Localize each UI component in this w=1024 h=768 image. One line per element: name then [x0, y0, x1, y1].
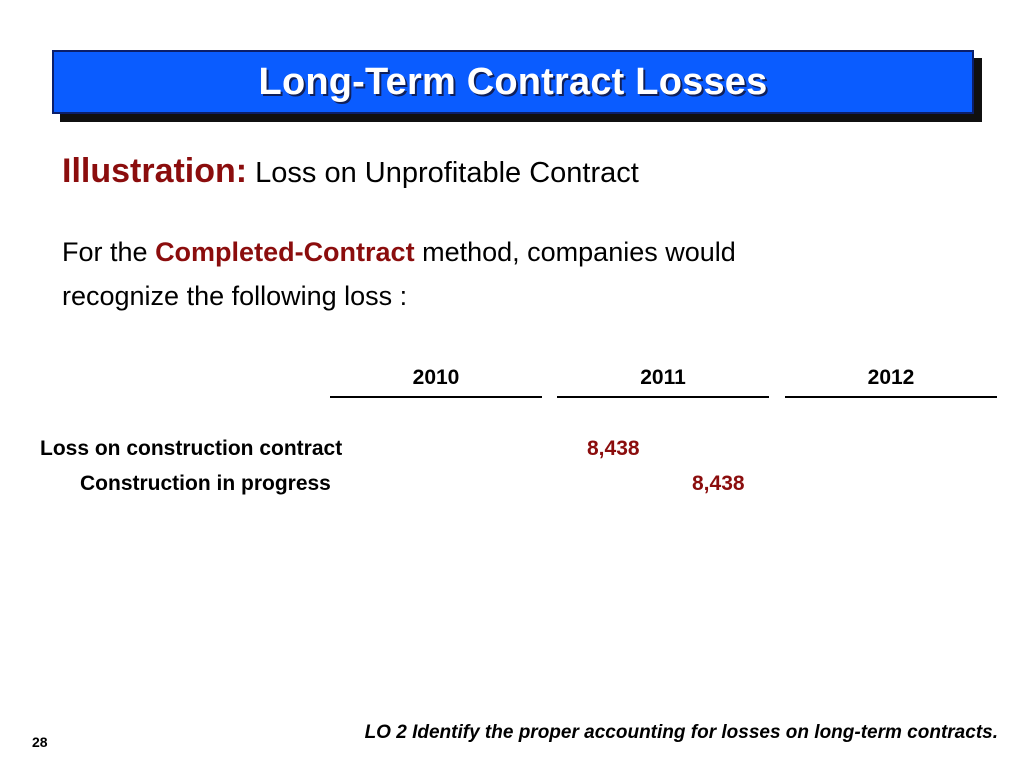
illustration-heading: Illustration: Loss on Unprofitable Contr…: [62, 152, 639, 191]
illustration-label: Illustration:: [62, 152, 248, 190]
year-header-2010: 2010: [412, 366, 460, 389]
body-paragraph: For the Completed-Contract method, compa…: [62, 230, 882, 318]
entry-debit-loss: 8,438: [587, 437, 640, 460]
year-header-2011: 2011: [640, 366, 686, 389]
year-header-2012: 2012: [867, 366, 915, 389]
entry-label-cip: Construction in progress: [80, 472, 331, 495]
entry-label-loss: Loss on construction contract: [40, 437, 343, 460]
body-suffix: method, companies would: [422, 237, 736, 267]
year-underline-2010: [330, 396, 542, 398]
learning-objective: LO 2 Identify the proper accounting for …: [364, 722, 998, 743]
page-number: 28: [32, 734, 48, 750]
slide-title: Long-Term Contract Losses: [258, 60, 768, 103]
year-underline-2012: [785, 396, 997, 398]
body-emphasis: Completed-Contract: [155, 237, 415, 267]
title-banner: Long-Term Contract Losses: [52, 50, 974, 114]
year-underline-2011: [557, 396, 769, 398]
body-prefix: For the: [62, 237, 148, 267]
illustration-text: Loss on Unprofitable Contract: [255, 157, 639, 189]
entry-credit-cip: 8,438: [692, 472, 745, 495]
body-line-2: recognize the following loss :: [62, 281, 408, 311]
